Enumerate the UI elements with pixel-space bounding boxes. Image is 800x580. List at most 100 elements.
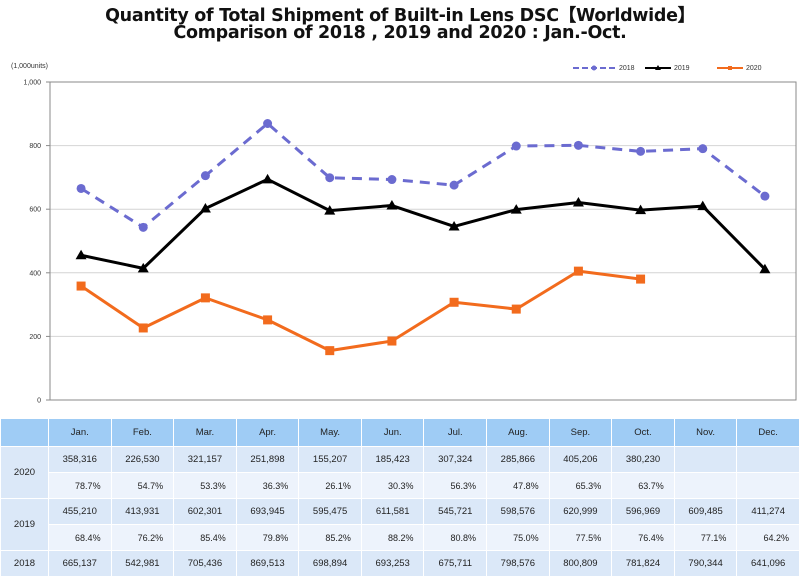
data-point-2018-feb [138,222,148,232]
table-value-cell: 781,824 [611,550,675,577]
y-tick-label: 800 [29,143,41,150]
table-value-cell: 602,301 [173,498,237,525]
table-percent-cell: 36.3% [235,472,300,499]
data-point-2020-mar [200,293,210,303]
data-point-2019-may [324,205,336,215]
series-2018 [76,118,770,232]
data-point-2019-jan [75,249,87,260]
table-header-cell: Jul. [423,418,488,447]
table-header-cell: Aug. [486,418,550,447]
series-layer [75,118,771,356]
data-point-2019-oct [635,204,647,215]
data-point-2018-jun [387,175,397,185]
table-percent-cell [673,472,738,499]
legend-swatch-2020 [717,66,743,70]
table-value-cell: 800,809 [548,550,613,577]
table-value-cell: 411,274 [736,498,800,525]
table-value-cell: 641,096 [736,550,800,577]
legend-swatch-2019 [645,65,671,70]
table-percent-cell: 80.8% [423,524,488,551]
y-tick-label: 0 [37,398,41,405]
table-value-cell: 542,981 [110,550,175,577]
table-value-cell: 413,931 [110,498,175,525]
line-chart: 0 200 400 600 800 1,000 [23,80,797,405]
legend-item-2018: 2018 [572,64,635,72]
table-value-cell: 869,513 [235,550,300,577]
data-point-2019-apr [262,173,274,184]
table-value-cell: 155,207 [298,446,362,473]
table-header-cell: Sep. [548,418,613,447]
y-tick-label: 400 [29,270,41,277]
data-point-2018-apr [263,118,273,128]
data-point-2019-aug [510,204,522,214]
table-year-cell: 2020 [0,446,49,499]
data-point-2019-jul [448,220,460,231]
table-percent-cell: 76.2% [110,524,175,551]
series-line-2018 [80,121,766,229]
data-point-2019-feb [137,262,149,273]
table-percent-cell: 78.7% [48,472,112,499]
y-axis-ticks: 0 200 400 600 800 1,000 [23,80,50,405]
data-point-2019-jun [386,200,398,210]
data-point-2018-oct [636,146,646,156]
table-value-cell: 598,576 [486,498,550,525]
table-row-2018-units: 2018 665,137 542,981 705,436 869,513 698,894 6… [0,550,800,577]
table-header-cell: May. [298,418,362,447]
data-point-2020-aug [511,304,521,314]
data-table: Jan. Feb. Mar. Apr. May. Jun. Jul. Aug. Sep. Oct.… [0,418,800,577]
y-tick-label: 600 [29,207,41,214]
table-value-cell: 285,866 [486,446,550,473]
table-percent-cell: 79.8% [235,524,300,551]
table-row-2019-percent: 68.4% 76.2% 85.4% 79.8% 85.2% 88.2% 80.8% 75.0%… [1,524,800,551]
table-percent-cell: 64.2% [736,524,800,551]
table-percent-cell: 75.0% [486,524,550,551]
table-value-cell: 595,475 [298,498,362,525]
table-header-cell: Dec. [736,418,800,447]
series-line-2019 [80,177,766,271]
data-point-2018-nov [698,144,708,154]
table-year-cell: 2018 [0,550,49,577]
table-percent-cell: 65.3% [548,472,613,499]
plot-area-border [49,81,797,401]
table-percent-cell: 26.1% [298,472,362,499]
table-value-cell: 380,230 [611,446,675,473]
table-percent-cell: 30.3% [360,472,425,499]
table-corner-cell [0,418,49,447]
table-value-cell: 705,436 [173,550,237,577]
data-point-2018-jan [76,183,86,193]
table-value-cell: 790,344 [673,550,738,577]
legend-label-2020: 2020 [746,64,762,72]
table-row-2020-percent: 78.7% 54.7% 53.3% 36.3% 26.1% 30.3% 56.3% 47.8%… [1,472,800,499]
table-value-cell: 596,969 [611,498,675,525]
data-point-2018-sep [573,140,583,150]
table-value-cell: 455,210 [48,498,112,525]
table-value-cell: 226,530 [110,446,175,473]
data-point-2019-nov [697,200,709,211]
data-point-2020-feb [138,323,148,333]
table-value-cell: 620,999 [548,498,613,525]
chart-subtitle: Comparison of 2018 , 2019 and 2020 : Jan… [173,23,627,43]
legend-label-2018: 2018 [619,64,635,72]
table-percent-cell: 85.2% [298,524,362,551]
table-value-cell [673,446,738,473]
data-point-2020-jun [387,336,397,346]
data-point-2020-sep [573,266,583,276]
table-value-cell: 307,324 [423,446,488,473]
table-header-cell: Jan. [48,418,112,447]
table-value-cell: 693,945 [235,498,300,525]
table-value-cell: 611,581 [360,498,425,525]
table-header-cell: Oct. [611,418,675,447]
data-point-2020-oct [636,274,646,284]
table-header-cell: Apr. [235,418,300,447]
table-value-cell: 321,157 [173,446,237,473]
table-value-cell: 185,423 [360,446,425,473]
table-percent-cell: 77.5% [548,524,613,551]
chart-title: Quantity of Total Shipment of Built-in L… [105,6,695,26]
table-row-2019-units: 2019 455,210 413,931 602,301 693,945 595,475 6… [0,498,800,551]
data-point-2020-jan [76,281,86,291]
table-value-cell: 405,206 [548,446,613,473]
data-point-2020-jul [449,297,459,307]
data-point-2020-apr [263,315,273,325]
table-header-row: Jan. Feb. Mar. Apr. May. Jun. Jul. Aug. Sep. Oct.… [0,418,800,447]
data-point-2018-may [325,173,335,183]
